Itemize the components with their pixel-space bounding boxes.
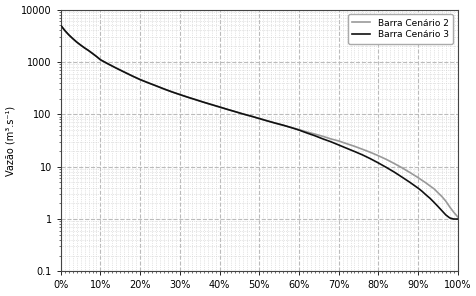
Barra Cenário 2 bbox=[58, 24, 63, 27]
Barra Cenário 2 bbox=[113, 66, 119, 70]
Barra Cenário 3 bbox=[303, 131, 309, 135]
Barra Cenário 2 bbox=[422, 181, 428, 185]
Barra Cenário 3 bbox=[454, 217, 460, 221]
Barra Cenário 2 bbox=[129, 74, 135, 78]
Barra Cenário 2 bbox=[272, 121, 278, 125]
Barra Cenário 3 bbox=[422, 193, 428, 197]
Barra Cenário 3 bbox=[185, 95, 190, 99]
Barra Cenário 3 bbox=[58, 24, 63, 27]
Line: Barra Cenário 3: Barra Cenário 3 bbox=[60, 25, 457, 219]
Barra Cenário 2 bbox=[303, 130, 309, 134]
Barra Cenário 2 bbox=[454, 215, 460, 219]
Barra Cenário 3 bbox=[272, 121, 278, 125]
Barra Cenário 2 bbox=[185, 95, 190, 99]
Barra Cenário 3 bbox=[129, 74, 135, 78]
Barra Cenário 3 bbox=[113, 66, 119, 70]
Legend: Barra Cenário 2, Barra Cenário 3: Barra Cenário 2, Barra Cenário 3 bbox=[347, 14, 452, 44]
Barra Cenário 3 bbox=[450, 217, 456, 221]
Y-axis label: Vazão (m³.s⁻¹): Vazão (m³.s⁻¹) bbox=[6, 105, 16, 176]
Line: Barra Cenário 2: Barra Cenário 2 bbox=[60, 25, 457, 217]
